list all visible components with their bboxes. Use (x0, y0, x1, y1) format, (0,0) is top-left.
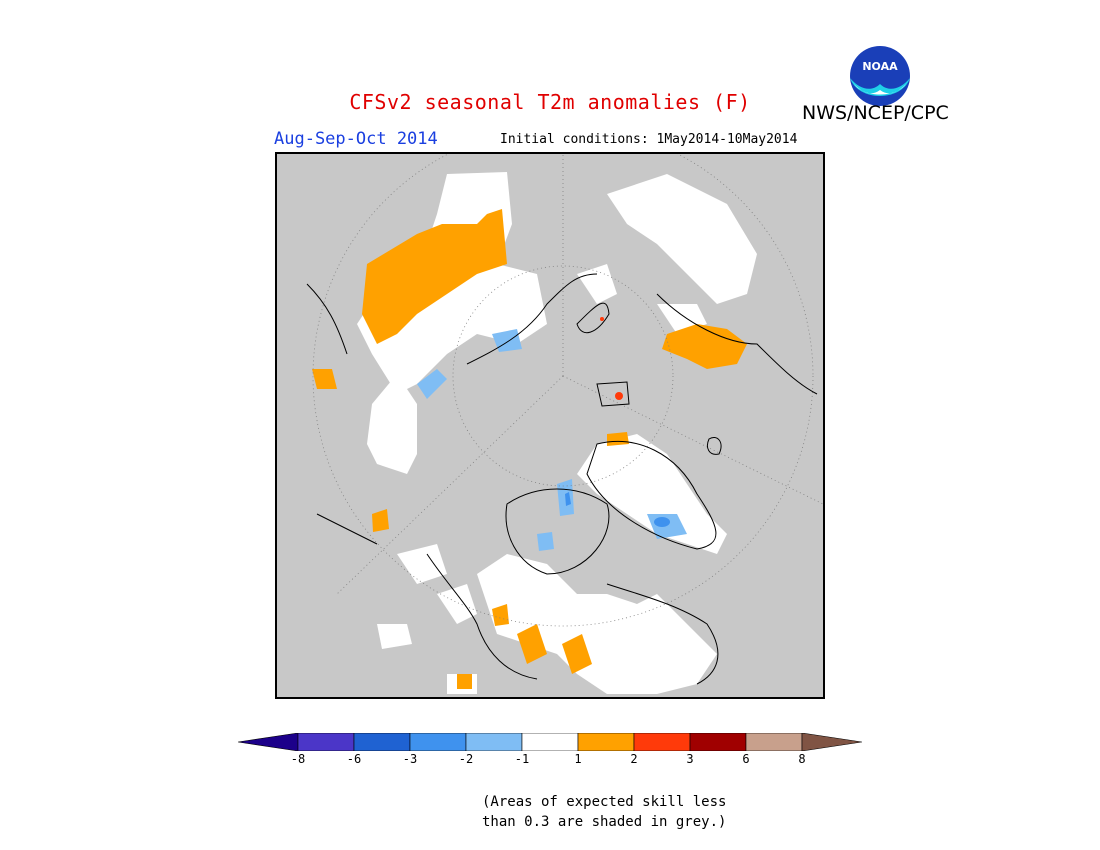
map-title: CFSv2 seasonal T2m anomalies (F) (349, 90, 751, 114)
colorbar-tick-label: -1 (514, 752, 530, 766)
colorbar-segment-2 (353, 733, 411, 751)
organization-label: NWS/NCEP/CPC (802, 102, 949, 124)
graticule (312, 154, 823, 627)
polar-map-svg (306, 154, 823, 694)
season-label: Aug-Sep-Oct 2014 (274, 129, 438, 149)
polar-anomaly-map (275, 152, 825, 699)
colorbar-segment-5 (521, 733, 579, 751)
colorbar-tick-label: -6 (346, 752, 362, 766)
colorbar-tick-label: 6 (742, 752, 750, 766)
colorbar-tick-label: 3 (686, 752, 694, 766)
colorbar-segment-0 (238, 733, 299, 751)
colorbar-tick-label: -8 (290, 752, 306, 766)
colorbar-segment-3 (409, 733, 467, 751)
colorbar (238, 733, 862, 751)
colorbar-segment-8 (689, 733, 747, 751)
initial-conditions-label: Initial conditions: 1May2014-10May2014 (500, 132, 798, 147)
colorbar-segment-7 (633, 733, 691, 751)
colorbar-tick-label: 8 (798, 752, 806, 766)
colorbar-segment-6 (577, 733, 635, 751)
anomaly-minus2-minus3-regions (565, 492, 670, 527)
colorbar-segment-9 (745, 733, 803, 751)
skill-note: (Areas of expected skill less than 0.3 a… (482, 792, 726, 832)
skill-note-line1: (Areas of expected skill less (482, 794, 727, 810)
anomaly-plus2-plus3-regions (600, 317, 623, 400)
colorbar-tick-label: 2 (630, 752, 638, 766)
colorbar-segment-10 (801, 733, 862, 751)
colorbar-tick-label: 1 (574, 752, 582, 766)
coastlines (306, 273, 818, 685)
noaa-logo: NOAA (850, 46, 910, 106)
colorbar-segment-1 (297, 733, 355, 751)
noaa-logo-text: NOAA (862, 60, 898, 73)
anomaly-plus1-plus2-regions (312, 209, 747, 689)
colorbar-tick-label: -2 (458, 752, 474, 766)
skill-note-line2: than 0.3 are shaded in grey.) (482, 814, 727, 830)
colorbar-tick-label: -3 (402, 752, 418, 766)
colorbar-segment-4 (465, 733, 523, 751)
